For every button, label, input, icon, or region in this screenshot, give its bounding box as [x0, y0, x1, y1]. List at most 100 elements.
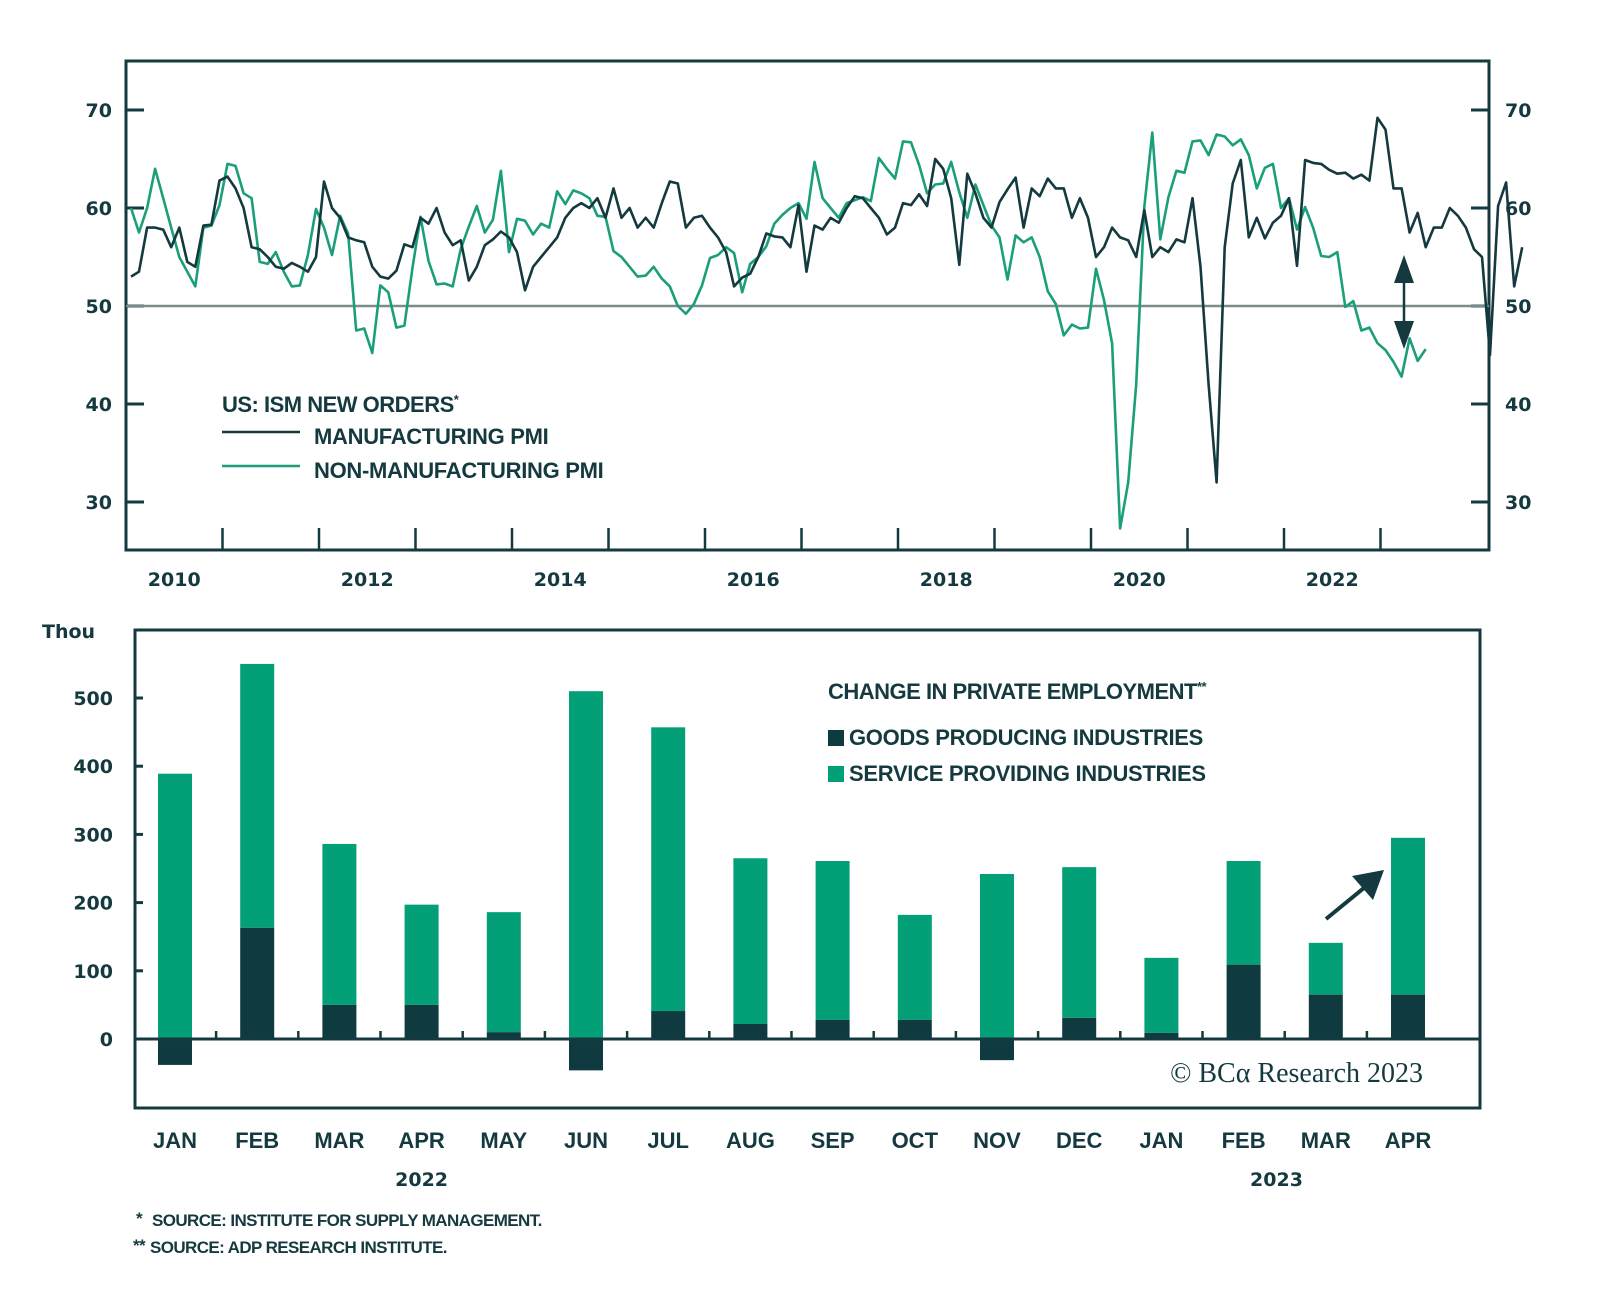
service-bar	[569, 691, 603, 1039]
non-manufacturing-legend-label: NON-MANUFACTURING PMI	[314, 458, 603, 483]
footnote-1-marker: *	[136, 1209, 143, 1228]
top-x-tick-label: 2022	[1306, 569, 1359, 591]
bottom-y-tick-label: 0	[100, 1029, 113, 1051]
bottom-x-labels: JAN FEB MAR APR MAY JUN JUL AUG SEP OCT NOV DEC JAN F…	[153, 1128, 1431, 1191]
services-legend-swatch	[828, 766, 844, 782]
month-label: FEB	[235, 1128, 279, 1153]
service-bar	[1226, 860, 1261, 965]
copyright-text: © BCα Research 2023	[1170, 1058, 1423, 1089]
goods-bar	[486, 1032, 521, 1039]
bottom-y-tick-label: 500	[73, 688, 113, 710]
top-x-axis: 2010 2012 2014 2016 2018 2020 2022	[148, 528, 1382, 591]
top-right-y-tick-label: 30	[1505, 492, 1531, 514]
footnote-1-text: SOURCE: INSTITUTE FOR SUPPLY MANAGEMENT.	[152, 1211, 542, 1230]
goods-bar	[980, 1039, 1014, 1061]
month-label: NOV	[973, 1128, 1021, 1153]
month-label: MAY	[480, 1128, 527, 1153]
service-bar	[1144, 957, 1179, 1033]
top-right-y-axis: 30 40 50 60 70	[1471, 100, 1531, 514]
goods-bar	[651, 1011, 686, 1039]
top-legend-title: US: ISM NEW ORDERS*	[222, 392, 460, 417]
bottom-y-tick-label: 200	[73, 893, 113, 915]
goods-bar	[240, 927, 275, 1039]
top-left-y-tick-label: 40	[86, 394, 112, 416]
goods-bar	[733, 1023, 768, 1039]
manufacturing-pmi-line	[130, 116, 1524, 484]
top-x-tick-label: 2012	[341, 569, 394, 591]
goods-bar	[404, 1004, 439, 1039]
service-bar	[158, 773, 192, 1039]
month-label: APR	[398, 1128, 445, 1153]
up-arrow-annotation	[1324, 870, 1384, 921]
top-left-y-tick-label: 50	[86, 296, 112, 318]
month-label: JAN	[153, 1128, 197, 1153]
top-x-tick-label: 2010	[148, 569, 201, 591]
month-label: SEP	[811, 1128, 855, 1153]
bottom-y-tick-label: 300	[73, 824, 113, 846]
bottom-y-axis: 0 100 200 300 400 500	[73, 688, 143, 1051]
month-label: OCT	[892, 1128, 939, 1153]
top-right-y-tick-label: 40	[1505, 394, 1531, 416]
goods-bar	[1226, 964, 1261, 1039]
bottom-y-tick-label: 100	[73, 961, 113, 983]
bottom-legend-title: CHANGE IN PRIVATE EMPLOYMENT**	[828, 679, 1208, 704]
goods-bar	[815, 1019, 850, 1039]
goods-bar	[1308, 994, 1343, 1039]
bottom-x-ticks	[214, 1031, 1369, 1039]
top-x-tick-label: 2016	[727, 569, 780, 591]
month-label: MAR	[314, 1128, 364, 1153]
top-left-y-tick-label: 30	[86, 492, 112, 514]
bottom-y-tick-label: 400	[73, 756, 113, 778]
service-bar	[404, 904, 439, 1005]
footnote-2-marker: **	[133, 1236, 146, 1255]
service-bar	[1062, 867, 1097, 1018]
month-label: JUN	[564, 1128, 608, 1153]
goods-bar	[1062, 1017, 1097, 1039]
service-bar	[486, 912, 521, 1033]
double-arrow-annotation	[1394, 255, 1414, 349]
bottom-legend: CHANGE IN PRIVATE EMPLOYMENT** GOODS PRO…	[828, 679, 1208, 786]
goods-legend-swatch	[828, 730, 844, 746]
goods-legend-label: GOODS PRODUCING INDUSTRIES	[849, 725, 1203, 750]
top-right-y-tick-label: 70	[1505, 100, 1531, 122]
goods-bar	[1144, 1032, 1179, 1039]
footnote-2-text: SOURCE: ADP RESEARCH INSTITUTE.	[150, 1238, 447, 1257]
top-left-y-tick-label: 70	[86, 100, 112, 122]
month-label: APR	[1385, 1128, 1432, 1153]
year-label: 2023	[1250, 1169, 1303, 1191]
service-bar	[815, 860, 850, 1020]
top-left-y-axis: 30 40 50 60 70	[86, 100, 144, 514]
goods-bar	[1391, 994, 1425, 1039]
month-label: JAN	[1139, 1128, 1183, 1153]
service-bar	[1308, 942, 1343, 995]
bottom-bars-group	[158, 663, 1425, 1071]
year-label: 2022	[395, 1169, 448, 1191]
service-bar	[980, 873, 1014, 1039]
top-right-y-tick-label: 50	[1505, 296, 1531, 318]
top-x-tick-label: 2020	[1113, 569, 1166, 591]
service-bar	[897, 914, 932, 1020]
month-label: FEB	[1222, 1128, 1266, 1153]
service-bar	[240, 663, 275, 928]
top-x-tick-label: 2018	[920, 569, 973, 591]
service-bar	[322, 843, 357, 1005]
service-bar	[733, 858, 768, 1024]
non-manufacturing-pmi-line	[129, 131, 1427, 530]
top-x-tick-label: 2014	[534, 569, 587, 591]
goods-bar	[897, 1019, 932, 1039]
goods-bar	[158, 1039, 192, 1065]
top-legend: US: ISM NEW ORDERS* MANUFACTURING PMI NO…	[222, 392, 604, 483]
manufacturing-legend-label: MANUFACTURING PMI	[314, 424, 548, 449]
service-bar	[651, 727, 686, 1012]
bottom-plot-frame	[133, 628, 1482, 1110]
top-left-y-tick-label: 60	[86, 198, 112, 220]
private-employment-chart: Thou 0 100 200 300 400 500 JAN FEB MAR APR MAY JUN…	[42, 621, 1482, 1191]
service-bar	[1391, 837, 1425, 995]
top-right-y-tick-label: 60	[1505, 198, 1531, 220]
goods-bar	[569, 1039, 603, 1071]
month-label: JUL	[647, 1128, 689, 1153]
services-legend-label: SERVICE PROVIDING INDUSTRIES	[849, 761, 1206, 786]
bottom-y-unit-label: Thou	[42, 621, 95, 643]
